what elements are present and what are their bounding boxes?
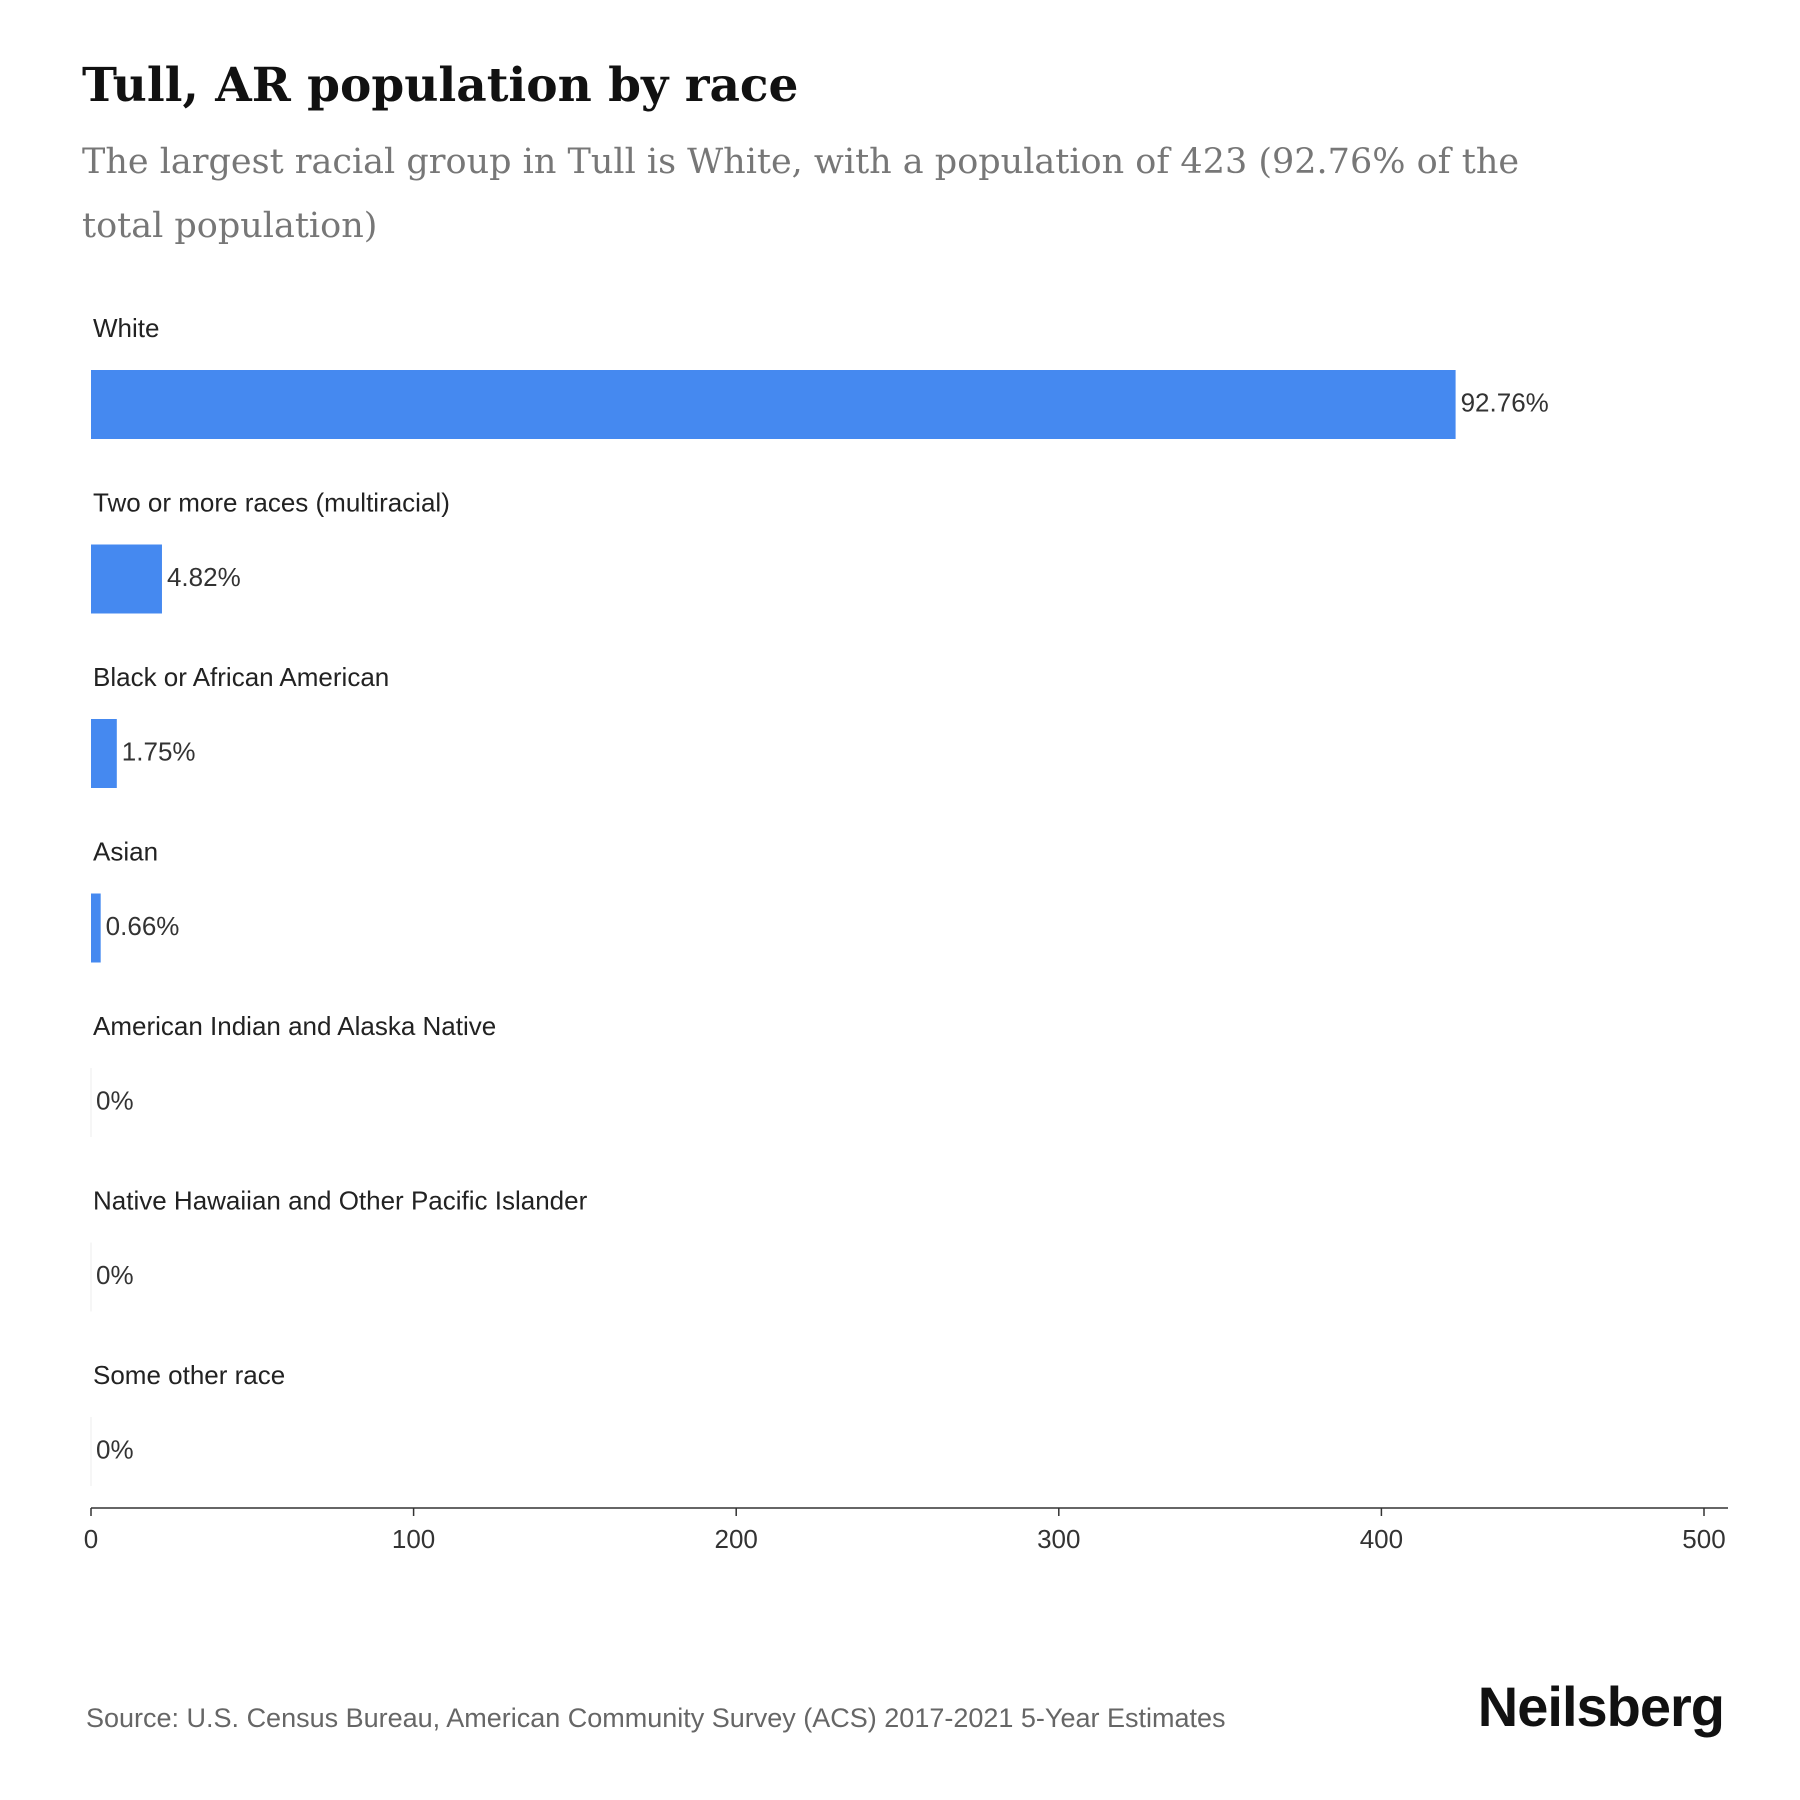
x-tick-label: 400 [1360, 1524, 1403, 1554]
data-label: 92.76% [1461, 387, 1549, 417]
x-tick-label: 0 [84, 1524, 98, 1554]
category-label: Black or African American [93, 662, 389, 692]
chart-subtitle: The largest racial group in Tull is Whit… [82, 142, 1520, 246]
chart-title: Tull, AR population by race [82, 58, 799, 113]
category-label: Native Hawaiian and Other Pacific Island… [93, 1185, 588, 1215]
category-label: White [93, 313, 159, 343]
data-label: 0% [96, 1260, 134, 1290]
data-label: 0% [96, 1085, 134, 1115]
data-label: 0% [96, 1434, 134, 1464]
x-tick-label: 300 [1037, 1524, 1080, 1554]
bar [91, 544, 162, 614]
bar [91, 370, 1456, 439]
bar [91, 893, 101, 963]
category-label: American Indian and Alaska Native [93, 1011, 496, 1041]
brand-logo: Neilsberg [1477, 1675, 1725, 1738]
category-label: Some other race [93, 1360, 285, 1390]
category-label: Two or more races (multiracial) [93, 487, 450, 517]
bar [91, 719, 117, 788]
data-label: 0.66% [106, 911, 180, 941]
category-label: Asian [93, 836, 158, 866]
x-axis: 0 100 200 300 400 500 [84, 1507, 1728, 1554]
bars-layer: White 92.76% Two or more races (multiracia… [90, 313, 1549, 1486]
data-label: 1.75% [122, 736, 196, 766]
x-tick-label: 100 [392, 1524, 435, 1554]
data-label: 4.82% [167, 562, 241, 592]
x-tick-label: 500 [1682, 1524, 1725, 1554]
source-note: Source: U.S. Census Bureau, American Com… [86, 1703, 1226, 1733]
x-tick-label: 200 [715, 1524, 758, 1554]
